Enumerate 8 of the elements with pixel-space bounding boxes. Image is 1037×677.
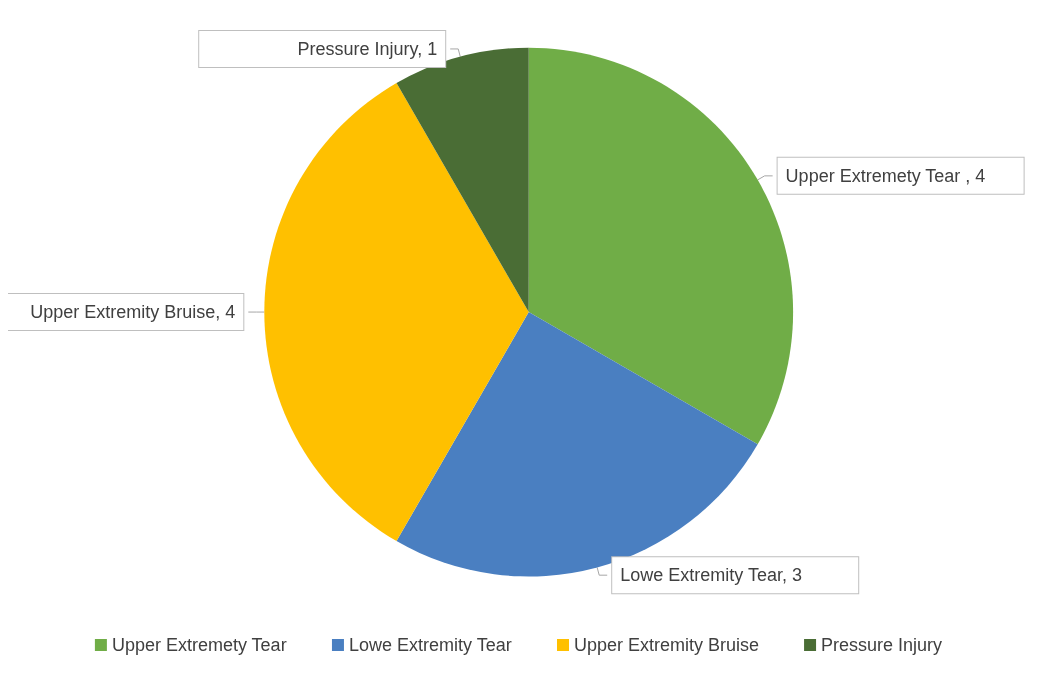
- legend-label: Pressure Injury: [821, 635, 943, 655]
- data-label: Lowe Extremity Tear, 3: [620, 565, 802, 586]
- legend-label: Upper Extremety Tear: [111, 635, 287, 655]
- data-label: Pressure Injury, 1: [297, 38, 438, 59]
- legend-label: Lowe Extremity Tear: [348, 635, 512, 655]
- data-label: Upper Extremity Bruise, 4: [30, 302, 236, 323]
- legend-label: Upper Extremity Bruise: [574, 635, 760, 655]
- data-label: Upper Extremety Tear , 4: [785, 165, 986, 186]
